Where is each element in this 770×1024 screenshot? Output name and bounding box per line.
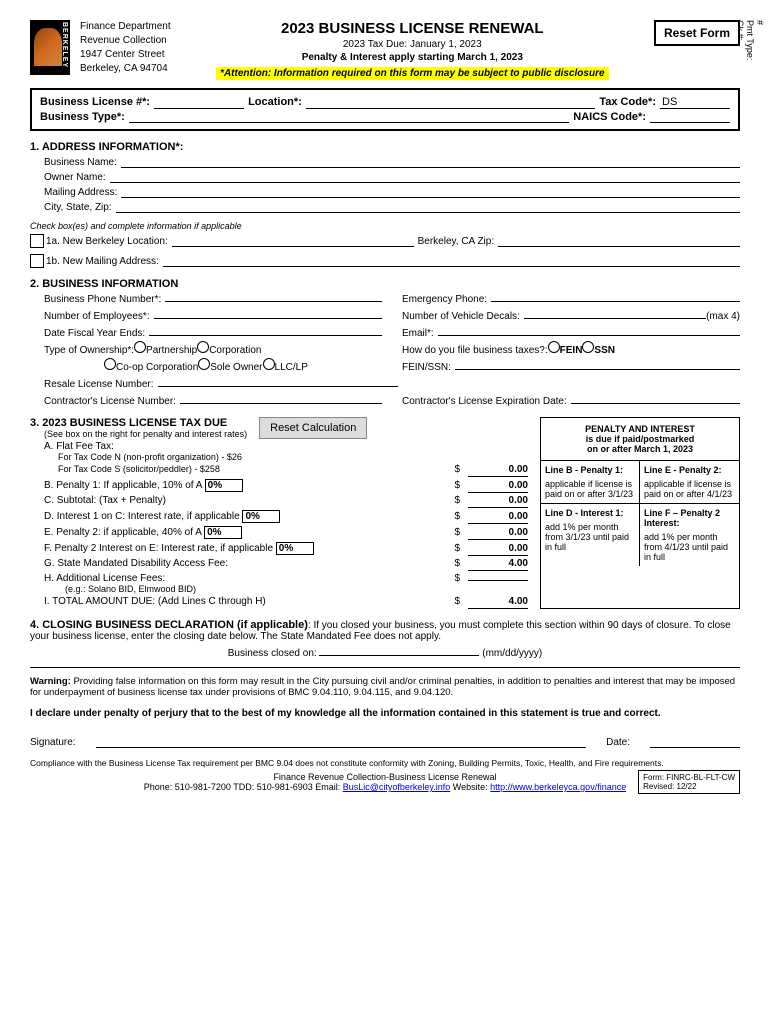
- side-num: #: [755, 20, 765, 270]
- amount-a: 0.00: [468, 464, 528, 477]
- partnership-radio[interactable]: [134, 341, 146, 353]
- business-type-field[interactable]: [129, 111, 569, 123]
- amount-f: 0.00: [468, 543, 528, 556]
- new-location-field[interactable]: [172, 235, 414, 247]
- owner-name-field[interactable]: [110, 171, 740, 183]
- section-4-heading: 4. CLOSING BUSINESS DECLARATION (if appl…: [30, 619, 308, 631]
- business-type-label: Business Type*:: [40, 111, 125, 123]
- reset-calculation-button[interactable]: Reset Calculation: [259, 417, 367, 439]
- perjury-declaration: I declare under penalty of perjury that …: [30, 708, 740, 719]
- phone-field[interactable]: [165, 290, 382, 302]
- email-link[interactable]: BusLic@cityofberkeley.info: [343, 782, 451, 792]
- new-mailing-field[interactable]: [163, 255, 740, 267]
- amount-b: 0.00: [468, 480, 528, 493]
- interest2-pct[interactable]: 0%: [276, 542, 314, 555]
- ssn-radio[interactable]: [582, 341, 594, 353]
- license-number-field[interactable]: [154, 96, 244, 109]
- side-pmt-type: Pmt Type:: [745, 20, 755, 270]
- city-state-zip-field[interactable]: [116, 201, 740, 213]
- sole-radio[interactable]: [198, 358, 210, 370]
- city-logo: BERKELEY: [30, 20, 70, 75]
- penalty2-pct[interactable]: 0%: [204, 526, 242, 539]
- employees-field[interactable]: [154, 307, 382, 319]
- signature-field[interactable]: [96, 737, 587, 748]
- attention-banner: *Attention: Information required on this…: [216, 67, 608, 80]
- new-zip-field[interactable]: [498, 235, 740, 247]
- fye-field[interactable]: [149, 324, 382, 336]
- tax-code-label: Tax Code*:: [599, 96, 656, 109]
- tax-due-date: 2023 Tax Due: January 1, 2023: [181, 39, 644, 50]
- llc-radio[interactable]: [263, 358, 275, 370]
- new-mailing-checkbox[interactable]: [30, 254, 44, 268]
- amount-total: 4.00: [468, 596, 528, 609]
- new-location-checkbox[interactable]: [30, 234, 44, 248]
- penalty1-pct[interactable]: 0%: [205, 479, 243, 492]
- check-instruction: Check box(es) and complete information i…: [30, 221, 740, 231]
- penalty-info-box: PENALTY AND INTEREST is due if paid/post…: [540, 417, 740, 609]
- compliance-note: Compliance with the Business License Tax…: [30, 758, 740, 768]
- emergency-phone-field[interactable]: [491, 290, 740, 302]
- penalty-start-note: Penalty & Interest apply starting March …: [181, 52, 644, 63]
- resale-field[interactable]: [158, 375, 398, 387]
- amount-g: 4.00: [468, 558, 528, 571]
- section-1-heading: 1. ADDRESS INFORMATION*:: [30, 141, 740, 153]
- fein-radio[interactable]: [548, 341, 560, 353]
- coop-radio[interactable]: [104, 358, 116, 370]
- form-id-box: Form: FINRC-BL-FLT-CW Revised: 12/22: [638, 770, 740, 794]
- license-number-label: Business License #*:: [40, 96, 150, 109]
- date-field[interactable]: [650, 737, 740, 748]
- amount-c: 0.00: [468, 495, 528, 508]
- location-label: Location*:: [248, 96, 302, 109]
- license-info-box: Business License #*: Location*: Tax Code…: [30, 88, 740, 131]
- feinssn-field[interactable]: [455, 358, 740, 370]
- closed-date-field[interactable]: [319, 655, 479, 656]
- amount-e: 0.00: [468, 527, 528, 540]
- department-address: Finance Department Revenue Collection 19…: [80, 20, 171, 76]
- location-field[interactable]: [306, 96, 596, 109]
- section-3-heading: 3. 2023 BUSINESS LICENSE TAX DUE: [30, 417, 247, 429]
- corporation-radio[interactable]: [197, 341, 209, 353]
- contractor-exp-field[interactable]: [571, 392, 740, 404]
- contractor-license-field[interactable]: [180, 392, 382, 404]
- section-2-heading: 2. BUSINESS INFORMATION: [30, 278, 740, 290]
- mailing-address-field[interactable]: [121, 186, 740, 198]
- website-link[interactable]: http://www.berkeleyca.gov/finance: [490, 782, 626, 792]
- amount-h[interactable]: [468, 579, 528, 581]
- naics-label: NAICS Code*:: [573, 111, 646, 123]
- reset-form-button[interactable]: Reset Form: [654, 20, 740, 46]
- tax-code-field[interactable]: DS: [660, 96, 730, 109]
- amount-d: 0.00: [468, 511, 528, 524]
- interest1-pct[interactable]: 0%: [242, 510, 280, 523]
- form-title: 2023 BUSINESS LICENSE RENEWAL: [181, 20, 644, 37]
- email-field[interactable]: [438, 324, 740, 336]
- decals-field[interactable]: [524, 307, 706, 319]
- naics-field[interactable]: [650, 111, 730, 123]
- business-name-field[interactable]: [121, 156, 740, 168]
